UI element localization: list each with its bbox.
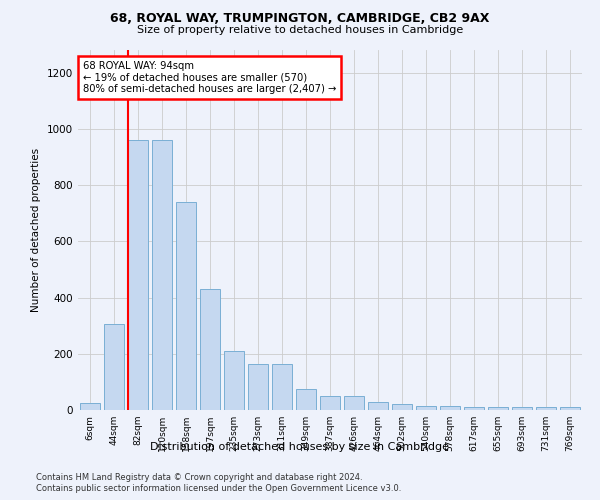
Bar [440,406,460,410]
Bar [80,403,100,410]
Bar [200,289,220,410]
Bar [512,407,532,410]
Text: Distribution of detached houses by size in Cambridge: Distribution of detached houses by size … [151,442,449,452]
Bar [296,389,316,410]
Text: Size of property relative to detached houses in Cambridge: Size of property relative to detached ho… [137,25,463,35]
Bar [344,396,364,410]
Bar [320,396,340,410]
Text: 68, ROYAL WAY, TRUMPINGTON, CAMBRIDGE, CB2 9AX: 68, ROYAL WAY, TRUMPINGTON, CAMBRIDGE, C… [110,12,490,26]
Bar [104,324,124,410]
Bar [416,406,436,410]
Y-axis label: Number of detached properties: Number of detached properties [31,148,41,312]
Bar [128,140,148,410]
Bar [272,364,292,410]
Bar [536,407,556,410]
Bar [248,364,268,410]
Bar [464,407,484,410]
Bar [368,402,388,410]
Text: Contains HM Land Registry data © Crown copyright and database right 2024.: Contains HM Land Registry data © Crown c… [36,472,362,482]
Text: 68 ROYAL WAY: 94sqm
← 19% of detached houses are smaller (570)
80% of semi-detac: 68 ROYAL WAY: 94sqm ← 19% of detached ho… [83,61,337,94]
Text: Contains public sector information licensed under the Open Government Licence v3: Contains public sector information licen… [36,484,401,493]
Bar [392,404,412,410]
Bar [560,407,580,410]
Bar [152,140,172,410]
Bar [176,202,196,410]
Bar [224,351,244,410]
Bar [488,407,508,410]
